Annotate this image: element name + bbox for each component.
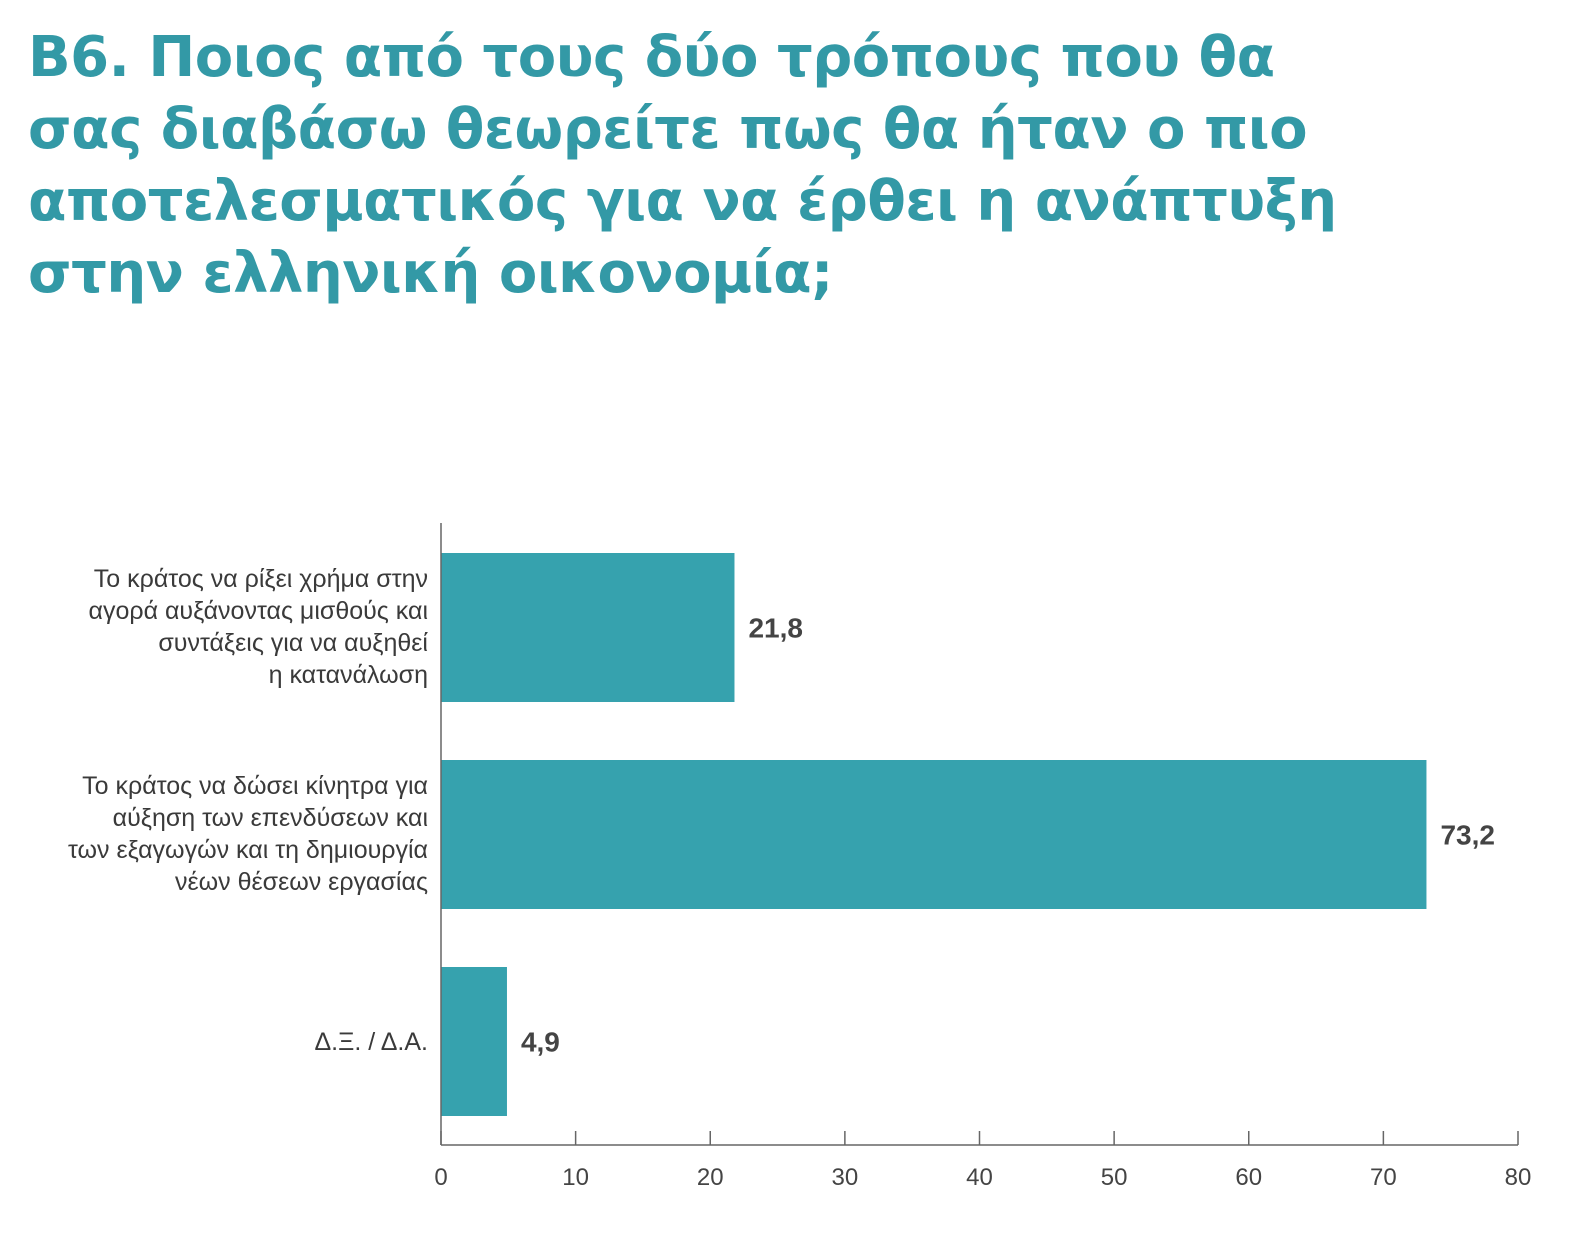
category-label-line: αύξηση των επενδύσεων και: [112, 804, 428, 832]
x-tick-label: 60: [1235, 1164, 1262, 1191]
data-label: 21,8: [748, 613, 803, 644]
title-line: αποτελεσματικός για να έρθει η ανάπτυξη: [28, 169, 1337, 234]
x-tick-label: 10: [562, 1164, 589, 1191]
page-title: Β6. Ποιος από τους δύο τρόπους που θα σα…: [28, 22, 1337, 310]
category-label-investment-incentives: Το κράτος να δώσει κίνητρα για αύξηση τω…: [8, 770, 428, 898]
title-line: στην ελληνική οικονομία;: [28, 241, 833, 306]
category-label-line: αγορά αυξάνοντας μισθούς και: [88, 597, 428, 625]
category-label-line: συντάξεις για να αυξηθεί: [158, 629, 428, 657]
category-label-line: των εξαγωγών και τη δημιουργία: [67, 836, 428, 864]
category-label-line: Το κράτος να ρίξει χρήμα στην: [93, 565, 428, 593]
data-label: 4,9: [521, 1027, 560, 1058]
bar-money-injection: [441, 553, 735, 702]
x-tick-label: 20: [697, 1164, 724, 1191]
bar-dont-know: [441, 967, 507, 1116]
x-tick-label: 80: [1505, 1164, 1532, 1191]
category-label-line: Δ.Ξ. / Δ.Α.: [314, 1028, 428, 1056]
title-line: Β6. Ποιος από τους δύο τρόπους που θα: [28, 25, 1275, 90]
category-label-line: η κατανάλωση: [268, 661, 428, 689]
category-label-line: Το κράτος να δώσει κίνητρα για: [82, 772, 428, 800]
category-label-dont-know: Δ.Ξ. / Δ.Α.: [8, 1026, 428, 1058]
x-tick-label: 0: [434, 1164, 447, 1191]
x-tick-label: 30: [832, 1164, 859, 1191]
category-label-line: νέων θέσεων εργασίας: [174, 868, 428, 896]
x-tick-label: 70: [1370, 1164, 1397, 1191]
data-label: 73,2: [1440, 820, 1495, 851]
x-tick-label: 40: [966, 1164, 993, 1191]
bar-investment-incentives: [441, 760, 1427, 909]
x-tick-label: 50: [1101, 1164, 1128, 1191]
title-line: σας διαβάσω θεωρείτε πως θα ήταν ο πιο: [28, 97, 1308, 162]
category-label-money-injection: Το κράτος να ρίξει χρήμα στην αγορά αυξά…: [8, 563, 428, 691]
